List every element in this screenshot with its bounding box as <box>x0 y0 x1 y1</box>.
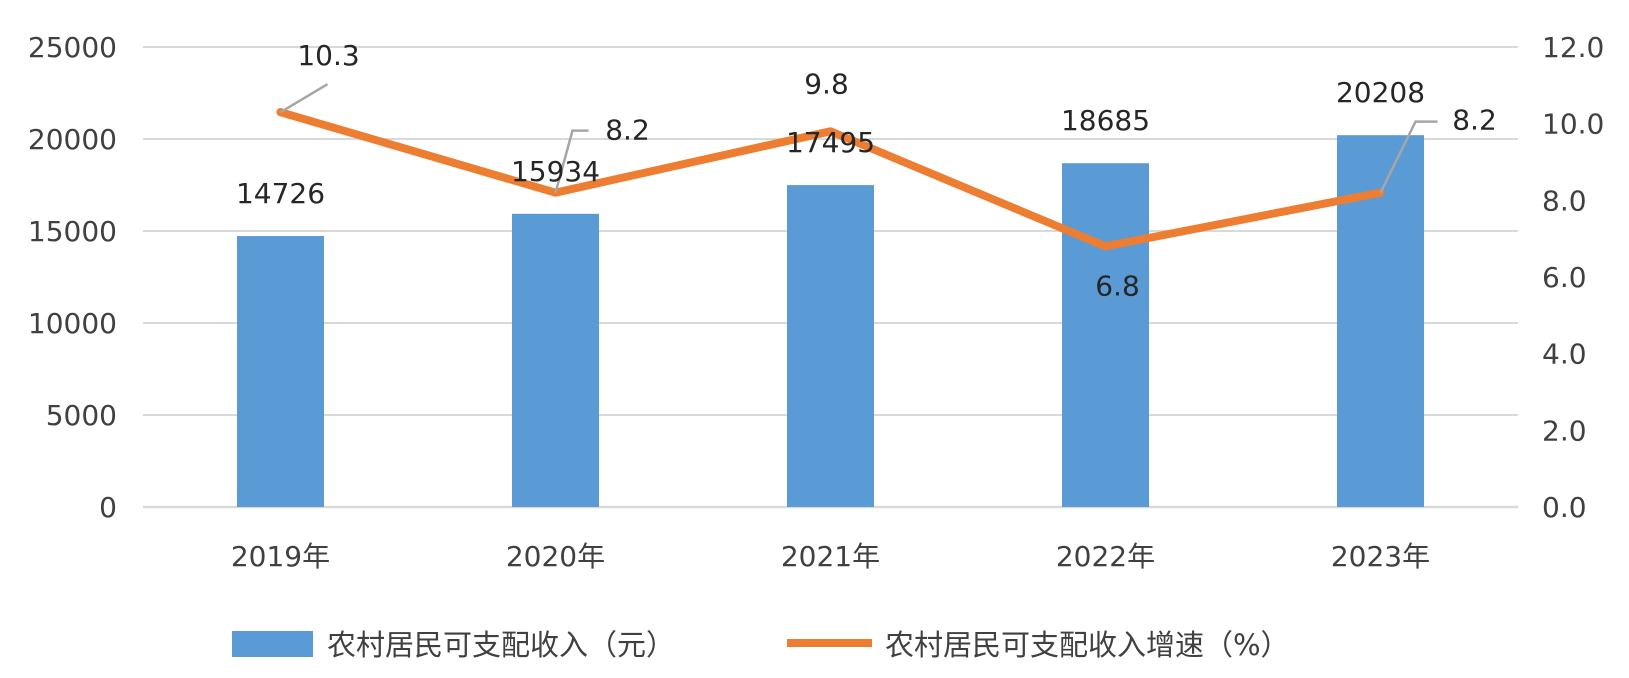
bar-data-label: 14726 <box>236 177 325 210</box>
line-data-label: 6.8 <box>1095 269 1140 302</box>
y-left-tick-label: 10000 <box>28 307 117 340</box>
x-tick-label: 2022年 <box>1056 540 1155 573</box>
left-axis-ticks: 0 5000 10000 15000 20000 25000 <box>28 31 117 524</box>
bar <box>512 213 599 508</box>
y-right-tick-label: 10.0 <box>1542 108 1604 141</box>
y-right-tick-label: 0.0 <box>1542 491 1587 524</box>
y-right-tick-label: 8.0 <box>1542 184 1587 217</box>
line-point <box>826 127 835 136</box>
y-left-tick-label: 15000 <box>28 215 117 248</box>
line-data-label: 9.8 <box>804 67 849 100</box>
x-tick-label: 2019年 <box>231 540 330 573</box>
bar-series <box>237 135 1424 508</box>
y-right-tick-label: 6.0 <box>1542 261 1587 294</box>
line-data-label: 8.2 <box>1452 104 1497 137</box>
leader-line <box>554 129 589 193</box>
legend-label-bar: 农村居民可支配收入（元） <box>327 628 675 662</box>
y-right-tick-label: 4.0 <box>1542 338 1587 371</box>
x-tick-label: 2021年 <box>781 540 880 573</box>
line-data-label: 8.2 <box>605 114 650 147</box>
bar-data-label: 17495 <box>786 126 875 159</box>
line-data-label: 10.3 <box>297 39 359 72</box>
x-axis-ticks: 2019年 2020年 2021年 2022年 2023年 <box>231 540 1430 573</box>
y-left-tick-label: 20000 <box>28 123 117 156</box>
bar-data-label: 15934 <box>511 155 600 188</box>
right-axis-ticks: 0.0 2.0 4.0 6.0 8.0 10.0 12.0 <box>1542 31 1604 524</box>
y-left-tick-label: 5000 <box>46 399 117 432</box>
x-tick-label: 2023年 <box>1331 540 1430 573</box>
bar <box>1062 163 1149 508</box>
label-leader-lines <box>279 83 1438 194</box>
legend-swatch-bar <box>232 631 313 657</box>
y-left-tick-label: 25000 <box>28 31 117 64</box>
bar <box>237 236 324 507</box>
y-left-tick-label: 0 <box>99 491 117 524</box>
legend-label-line: 农村居民可支配收入增速（%） <box>885 628 1290 662</box>
leader-line <box>1379 120 1438 194</box>
y-right-tick-label: 12.0 <box>1542 31 1604 64</box>
bar <box>787 185 874 508</box>
leader-line <box>279 83 329 114</box>
line-point <box>1101 242 1110 251</box>
bar-data-label: 18685 <box>1061 104 1150 137</box>
x-tick-label: 2020年 <box>506 540 605 573</box>
bar-data-label: 20208 <box>1336 76 1425 109</box>
legend: 农村居民可支配收入（元） 农村居民可支配收入增速（%） <box>232 628 1290 662</box>
line-data-labels: 10.3 8.2 9.8 6.8 8.2 <box>297 39 1496 302</box>
y-right-tick-label: 2.0 <box>1542 414 1587 447</box>
bar-data-labels: 14726 15934 17495 18685 20208 <box>236 76 1425 210</box>
